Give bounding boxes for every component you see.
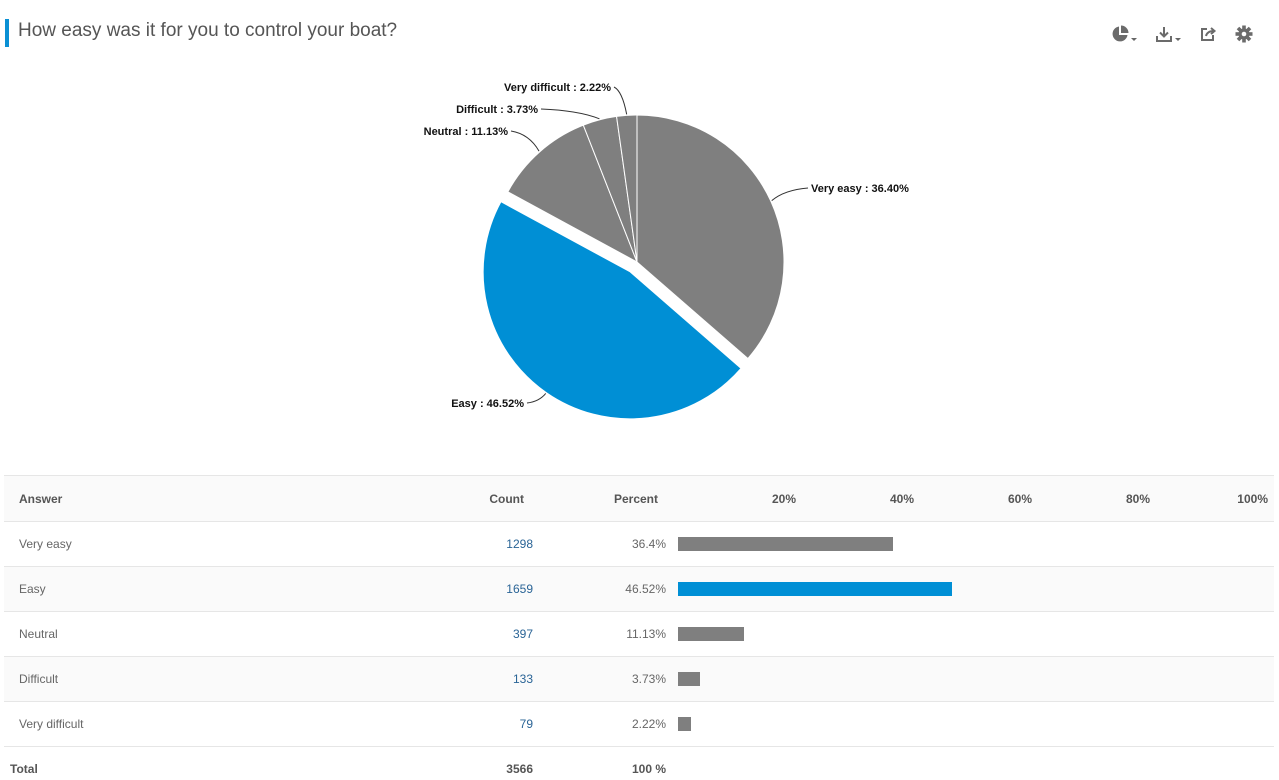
- pie-leader-line: [613, 86, 628, 115]
- row-count: 133: [513, 657, 533, 701]
- row-answer: Difficult: [19, 672, 59, 686]
- row-count: 1659: [506, 567, 533, 611]
- pie-data-label: Easy : 46.52%: [451, 398, 524, 410]
- total-percent: 100 %: [631, 762, 666, 776]
- row-bar: [678, 672, 700, 686]
- row-bar: [678, 582, 953, 596]
- pie-chart: Very easy : 36.40% Easy : 46.52% Neutral :…: [424, 82, 909, 420]
- axis-tick-label: 100%: [1237, 491, 1268, 506]
- table-row: Very easy 1298 36.4%: [4, 522, 1274, 567]
- header-count: Count: [489, 491, 524, 506]
- row-count-link[interactable]: 133: [512, 672, 533, 686]
- row-count: 1298: [506, 522, 533, 566]
- row-bar: [678, 717, 692, 731]
- pie-data-label: Very difficult : 2.22%: [504, 82, 611, 94]
- axis-tick-label: 40%: [889, 491, 914, 506]
- panel-toolbar: [1093, 20, 1253, 48]
- row-count-link[interactable]: 79: [519, 717, 533, 731]
- table-row: Neutral 397 11.13%: [4, 612, 1274, 657]
- pie-slice-very-difficult[interactable]: [615, 114, 638, 263]
- row-percent: 2.22%: [631, 717, 666, 731]
- results-table: Answer Count Percent 20% 40% 60% 80% 100% Ve…: [4, 475, 1274, 780]
- pie-leader-line: [510, 130, 540, 152]
- row-percent: 11.13%: [626, 627, 666, 641]
- row-bar-track: [678, 522, 1268, 566]
- total-count-value: 3566: [506, 762, 533, 776]
- header-answer: Answer: [19, 491, 63, 506]
- row-answer: Very difficult: [19, 717, 84, 731]
- row-percent: 3.73%: [631, 672, 666, 686]
- pie-chart-icon: [1112, 25, 1129, 42]
- axis-tick-label: 60%: [1007, 491, 1032, 506]
- pie-data-label: Difficult : 3.73%: [456, 104, 538, 116]
- gear-icon: [1235, 25, 1253, 43]
- table-row: Easy 1659 46.52%: [4, 567, 1274, 612]
- row-bar-track: [678, 612, 1268, 656]
- row-bar: [678, 627, 744, 641]
- row-answer: Easy: [19, 582, 46, 596]
- table-row-total: Total 3566 100 %: [4, 747, 1274, 780]
- row-percent: 46.52%: [625, 582, 666, 596]
- row-count-link[interactable]: 1298: [506, 537, 533, 551]
- pie-slice-easy[interactable]: [482, 201, 742, 420]
- axis-tick-label: 20%: [771, 491, 796, 506]
- row-bar-track: [678, 657, 1268, 701]
- pie-data-label: Neutral : 11.13%: [424, 126, 509, 138]
- chevron-down-icon: [1131, 37, 1137, 41]
- question-title: How easy was it for you to control your …: [18, 20, 398, 41]
- row-count-link[interactable]: 397: [512, 627, 533, 641]
- pie-leader-line: [540, 108, 600, 120]
- total-count: 3566: [506, 747, 533, 780]
- pie-slice-neutral[interactable]: [507, 124, 638, 264]
- title-accent-bar: [5, 19, 9, 47]
- row-bar: [678, 537, 893, 551]
- row-percent: 36.4%: [631, 537, 666, 551]
- row-answer: Neutral: [19, 627, 58, 641]
- header-percent: Percent: [613, 491, 658, 506]
- pie-leader-line: [771, 187, 809, 202]
- table-row: Very difficult 79 2.22%: [4, 702, 1274, 747]
- pie-chart-container: Very easy : 36.40% Easy : 46.52% Neutral :…: [0, 64, 1279, 464]
- row-count-link[interactable]: 1659: [506, 582, 533, 596]
- chevron-down-icon: [1175, 37, 1181, 41]
- row-count: 79: [520, 702, 533, 746]
- table-row: Difficult 133 3.73%: [4, 657, 1274, 702]
- share-button[interactable]: [1199, 25, 1217, 43]
- total-label: Total: [10, 762, 38, 776]
- download-button[interactable]: [1155, 25, 1181, 43]
- axis-tick-label: 80%: [1125, 491, 1150, 506]
- panel-header: How easy was it for you to control your …: [0, 0, 1279, 64]
- pie-slice-very-easy[interactable]: [636, 114, 785, 360]
- row-bar-track: [678, 567, 1268, 611]
- row-answer: Very easy: [19, 537, 72, 551]
- settings-button[interactable]: [1235, 25, 1253, 43]
- download-icon: [1156, 27, 1172, 42]
- pie-leader-line: [526, 393, 547, 404]
- share-icon: [1201, 27, 1217, 41]
- row-bar-track: [678, 702, 1268, 746]
- chart-type-button[interactable]: [1111, 25, 1137, 43]
- table-header: Answer Count Percent 20% 40% 60% 80% 100%: [4, 475, 1274, 522]
- pie-data-label: Very easy : 36.40%: [811, 183, 909, 195]
- row-count: 397: [513, 612, 533, 656]
